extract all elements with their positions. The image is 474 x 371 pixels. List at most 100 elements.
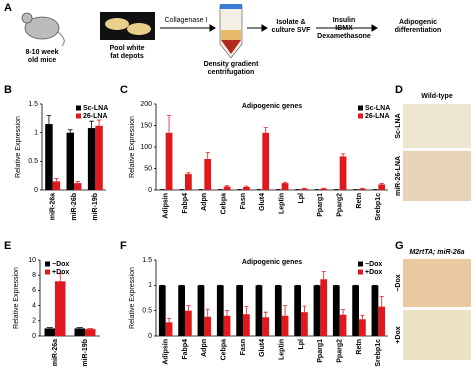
x-tick-label: Srebp1c — [375, 339, 382, 367]
y-tick-label: 10 — [28, 257, 36, 264]
bar — [216, 285, 224, 336]
bar — [66, 132, 74, 190]
bar — [204, 316, 212, 336]
bar — [74, 328, 85, 336]
bar — [294, 285, 301, 336]
x-tick-label: miR-19b — [92, 193, 99, 221]
bar — [262, 317, 270, 336]
legend-swatch — [358, 261, 363, 267]
legend-label: +Dox — [52, 269, 69, 276]
error-bar — [263, 127, 268, 133]
legend-label: +Dox — [365, 269, 382, 276]
chart-title: Adipogenic genes — [242, 259, 302, 266]
y-tick-label: 1 — [34, 130, 38, 137]
y-tick-label: 2 — [32, 318, 36, 325]
bar — [339, 156, 347, 190]
x-tick-label: Lpl — [298, 339, 305, 350]
y-axis-label: Relative Expression — [129, 116, 136, 178]
diagram-label: IBMX — [335, 25, 353, 32]
bar — [262, 132, 270, 190]
error-bar — [75, 181, 80, 184]
tube-icon — [219, 4, 243, 59]
legend-label: −Dox — [52, 261, 69, 268]
legend-label: 26-LNA — [83, 113, 108, 120]
bar — [95, 125, 103, 190]
x-tick-label: miR-19b — [82, 339, 89, 367]
bar — [255, 285, 263, 336]
bar — [371, 285, 379, 336]
bar — [359, 319, 366, 336]
y-tick-label: 8 — [32, 272, 36, 279]
legend-swatch — [45, 269, 50, 275]
error-bar — [379, 296, 384, 307]
y-tick-label: 0 — [148, 187, 152, 194]
error-bar — [46, 327, 53, 329]
x-tick-label: Glut4 — [259, 193, 266, 211]
x-tick-label: Fasn — [240, 339, 247, 355]
y-tick-label: 50 — [144, 165, 152, 172]
bar — [87, 128, 96, 190]
legend-label: Sc-LNA — [365, 105, 390, 112]
mouse-icon — [21, 12, 65, 47]
x-tick-label: miR-26a — [52, 339, 59, 366]
bar — [158, 285, 166, 336]
legend-label: −Dox — [365, 261, 382, 268]
diagram-label: Density gradient — [204, 61, 260, 68]
bar — [281, 315, 289, 336]
error-bar — [96, 119, 102, 126]
legend-swatch — [358, 105, 363, 111]
diagram-label: differentiation — [395, 27, 442, 34]
y-tick-label: 0.5 — [142, 308, 152, 315]
bar — [236, 285, 243, 336]
y-tick-label: 100 — [140, 144, 152, 151]
legend-swatch — [358, 113, 363, 119]
fat-depot — [105, 18, 129, 30]
bar — [378, 306, 386, 336]
x-tick-label: Pparg2 — [337, 339, 344, 363]
diagram-label: fat depots — [110, 53, 144, 60]
panel-letter: F — [120, 240, 127, 252]
bar — [243, 186, 250, 190]
bar — [281, 183, 289, 190]
x-tick-label: Cebpa — [221, 339, 228, 361]
bar — [52, 181, 61, 190]
bar — [243, 314, 250, 336]
diagram-label: centrifugation — [208, 69, 255, 76]
error-bar — [283, 181, 288, 184]
diagram-label: culture SVF — [272, 27, 312, 34]
y-tick-label: 6 — [32, 287, 36, 294]
error-bar — [341, 309, 346, 315]
x-tick-label: Adipsin — [163, 193, 170, 219]
bar — [378, 184, 386, 190]
x-tick-label: Pparg1 — [317, 339, 324, 363]
error-bar — [205, 152, 210, 160]
error-bar — [321, 271, 326, 280]
image-label: miR-26-LNA — [395, 156, 402, 196]
bar — [45, 124, 53, 190]
x-tick-label: Srebp1c — [375, 193, 382, 221]
bar — [165, 132, 173, 190]
diagram-label: Dexamethasone — [317, 33, 371, 40]
error-bar — [167, 115, 172, 133]
bar — [359, 188, 366, 190]
legend-label: Sc-LNA — [83, 105, 108, 112]
x-tick-label: Retn — [356, 193, 363, 209]
image-label: Sc-LNA — [395, 113, 402, 138]
error-bar — [186, 305, 191, 311]
x-tick-label: miR-26a — [50, 193, 57, 220]
y-tick-label: 0 — [148, 333, 152, 340]
error-bar — [57, 273, 64, 282]
bar — [204, 159, 212, 190]
bar — [74, 183, 82, 190]
y-tick-label: 0.5 — [28, 158, 38, 165]
error-bar — [244, 306, 249, 315]
image-title: M2rtTA; miR-26a — [409, 249, 464, 256]
bar — [165, 322, 173, 336]
y-tick-label: 1.5 — [142, 257, 152, 264]
bar — [313, 285, 321, 336]
diagram-label: Insulin — [333, 17, 356, 24]
x-tick-label: miR-26b — [71, 193, 78, 221]
error-bar — [46, 115, 52, 125]
legend-swatch — [76, 113, 81, 119]
bar — [223, 186, 231, 190]
